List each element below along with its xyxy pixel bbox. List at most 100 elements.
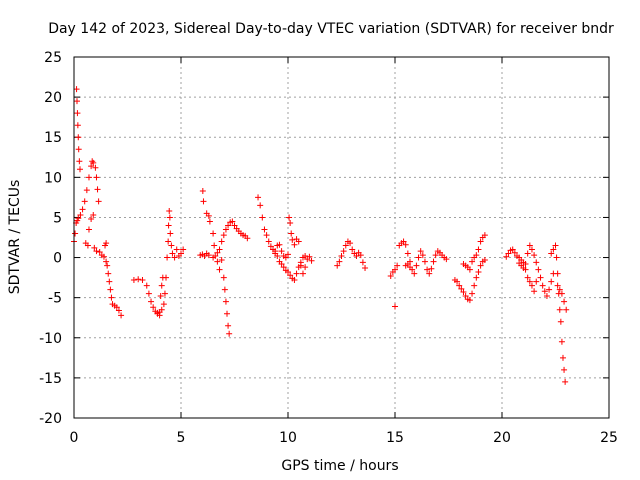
data-point xyxy=(481,232,488,239)
data-point xyxy=(103,258,110,265)
data-point xyxy=(460,289,467,296)
x-tick-label: 15 xyxy=(386,430,404,446)
data-point xyxy=(466,297,473,304)
data-point xyxy=(466,266,473,273)
data-point xyxy=(454,278,461,285)
data-point xyxy=(473,252,480,259)
data-point xyxy=(274,252,281,259)
data-point xyxy=(161,290,168,297)
data-point xyxy=(280,264,287,271)
data-point xyxy=(289,236,296,243)
data-point xyxy=(402,241,409,248)
data-point xyxy=(96,248,103,255)
data-point xyxy=(199,187,206,194)
data-point xyxy=(475,268,482,275)
data-point xyxy=(100,253,107,260)
data-point xyxy=(73,86,80,93)
data-point xyxy=(400,238,407,245)
data-point xyxy=(443,256,450,263)
data-point xyxy=(353,252,360,259)
data-point xyxy=(286,214,293,221)
data-point xyxy=(75,134,82,141)
x-tick-label: 0 xyxy=(70,430,79,446)
data-point xyxy=(475,246,482,253)
data-point xyxy=(278,260,285,267)
data-point xyxy=(424,266,431,273)
data-point xyxy=(169,250,176,257)
data-point xyxy=(347,240,354,247)
data-point xyxy=(559,354,566,361)
data-point xyxy=(95,198,102,205)
y-axis-label: SDTVAR / TECUs xyxy=(7,180,23,295)
data-point xyxy=(106,278,113,285)
data-point xyxy=(145,290,152,297)
data-point xyxy=(221,286,228,293)
data-point xyxy=(85,174,92,181)
data-point xyxy=(522,260,529,267)
data-point xyxy=(200,198,207,205)
data-point xyxy=(295,238,302,245)
x-tick-label: 20 xyxy=(493,430,511,446)
data-point xyxy=(293,270,300,277)
data-point xyxy=(285,268,291,275)
data-point xyxy=(216,266,223,273)
data-point xyxy=(340,248,347,255)
data-point xyxy=(291,277,298,284)
data-point xyxy=(165,238,172,245)
chart-ticks: 0 5 10 15 20 25 -20 -15 -10 -5 0 5 10 15 20 25 xyxy=(39,50,618,446)
data-point xyxy=(166,208,173,215)
data-point xyxy=(158,282,165,289)
data-point xyxy=(79,206,86,213)
data-point xyxy=(477,238,484,245)
data-point xyxy=(160,301,167,308)
data-point xyxy=(287,220,294,227)
data-point xyxy=(308,257,315,264)
data-point xyxy=(558,338,565,345)
data-point xyxy=(336,258,343,265)
data-point xyxy=(229,218,236,225)
data-point xyxy=(526,242,533,249)
data-point xyxy=(205,212,212,219)
data-point xyxy=(522,266,529,273)
data-point xyxy=(74,110,81,117)
data-point xyxy=(421,258,428,265)
data-point xyxy=(118,312,125,319)
data-point xyxy=(212,252,219,259)
data-point xyxy=(503,253,510,260)
data-point xyxy=(73,98,80,105)
data-point xyxy=(218,256,225,263)
y-tick-label: -15 xyxy=(39,371,62,387)
data-point xyxy=(338,252,345,259)
data-point xyxy=(548,250,555,257)
data-point xyxy=(107,286,114,293)
data-point xyxy=(387,273,394,280)
y-tick-label: 20 xyxy=(44,90,62,106)
data-point xyxy=(244,235,251,242)
data-point xyxy=(471,282,478,289)
data-point xyxy=(392,303,398,310)
data-point xyxy=(392,266,398,273)
data-point xyxy=(90,159,97,166)
data-point xyxy=(105,270,112,277)
data-point xyxy=(533,278,540,285)
data-point xyxy=(115,307,122,314)
data-point xyxy=(93,174,100,181)
data-point xyxy=(528,246,535,253)
data-point xyxy=(72,230,79,237)
data-point xyxy=(74,122,81,129)
data-point xyxy=(404,260,411,267)
plot-frame xyxy=(73,56,610,419)
data-point xyxy=(458,285,465,292)
data-point xyxy=(357,252,364,259)
data-point xyxy=(156,312,163,319)
data-point xyxy=(94,186,101,193)
data-point xyxy=(539,282,546,289)
data-point xyxy=(226,330,233,337)
data-point xyxy=(76,166,83,173)
data-point xyxy=(85,226,92,233)
data-point xyxy=(93,248,100,255)
data-point xyxy=(524,274,531,281)
data-point xyxy=(90,212,97,219)
data-point xyxy=(557,318,564,325)
